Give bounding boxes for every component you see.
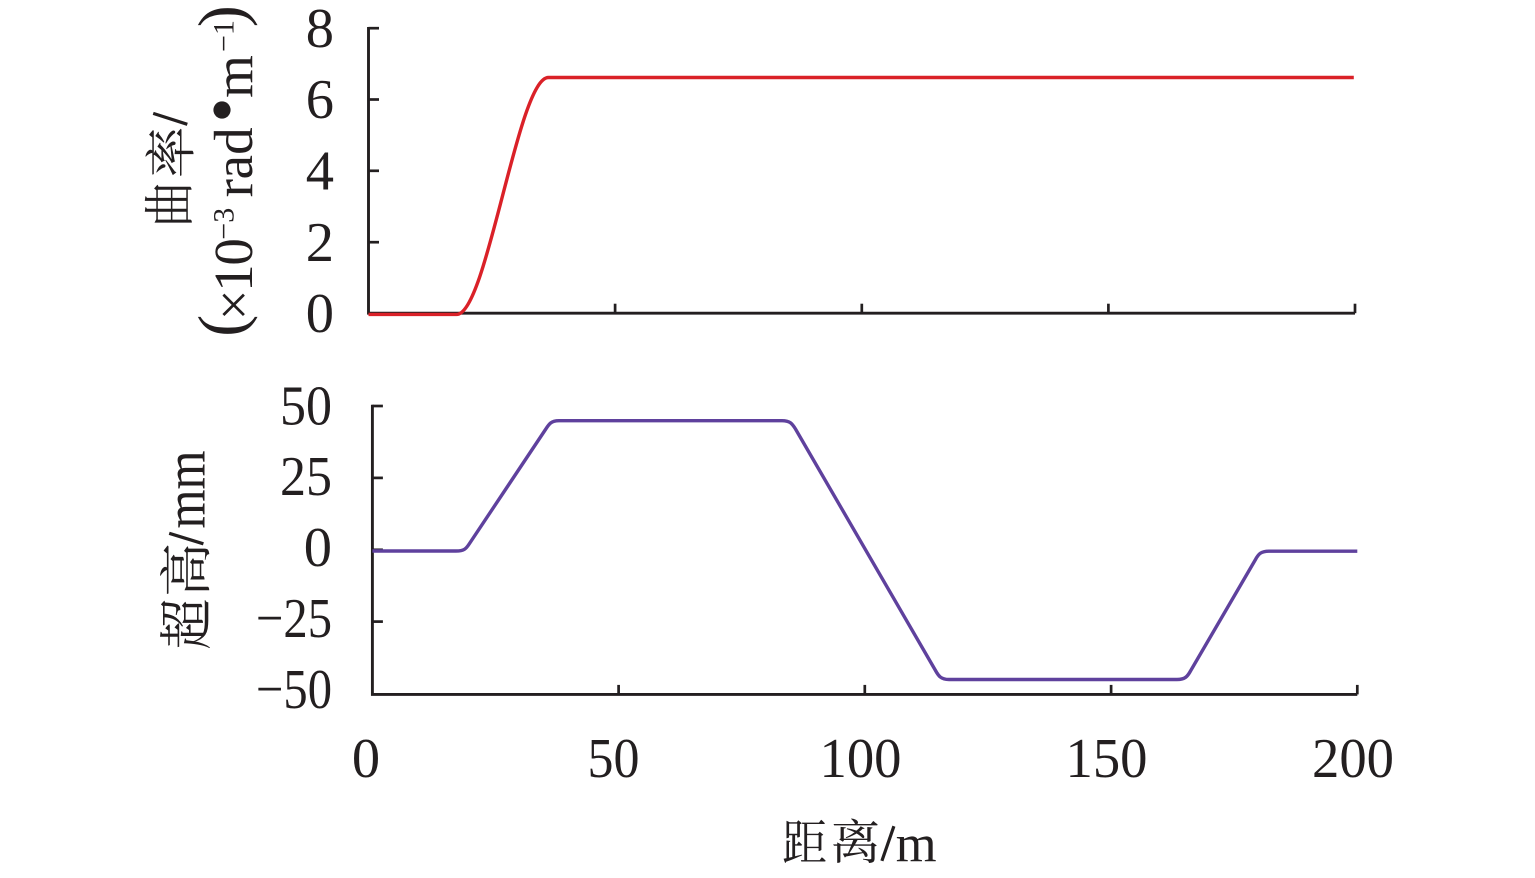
svg-text:50: 50 <box>280 375 332 437</box>
svg-text:(×10−3radm−1): (×10−3radm−1) <box>185 5 264 337</box>
svg-text:0: 0 <box>306 283 334 345</box>
svg-text:2: 2 <box>306 212 334 274</box>
svg-text:m: m <box>896 816 937 874</box>
svg-text:−50: −50 <box>256 659 332 721</box>
svg-text:25: 25 <box>280 446 332 508</box>
svg-text:100: 100 <box>820 728 902 790</box>
svg-text:8: 8 <box>306 0 334 60</box>
svg-text:mm: mm <box>154 451 217 529</box>
svg-text:−25: −25 <box>256 588 332 650</box>
svg-text:4: 4 <box>306 141 334 203</box>
svg-text:150: 150 <box>1066 728 1148 790</box>
svg-text:6: 6 <box>306 69 334 131</box>
svg-text:50: 50 <box>588 728 640 790</box>
svg-text:0: 0 <box>352 728 380 790</box>
svg-text:200: 200 <box>1312 728 1394 790</box>
svg-text:0: 0 <box>304 517 332 579</box>
